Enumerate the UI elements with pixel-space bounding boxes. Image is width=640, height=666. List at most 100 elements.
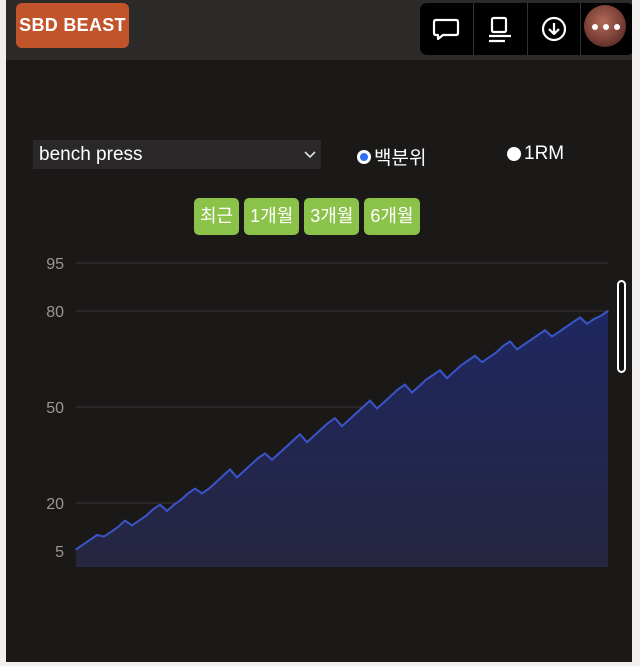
- exercise-select-value: bench press: [39, 144, 143, 165]
- data-point: [236, 476, 238, 479]
- data-point: [516, 348, 518, 351]
- data-point: [89, 539, 91, 541]
- data-point: [271, 459, 273, 461]
- top-bar: SBD BEAST: [6, 0, 632, 60]
- reader-icon: [489, 16, 512, 43]
- data-point: [138, 519, 140, 522]
- data-point: [285, 446, 287, 448]
- data-point: [404, 383, 406, 386]
- radio-1rm-label: 1RM: [524, 143, 565, 164]
- data-point: [397, 388, 399, 391]
- data-point: [432, 374, 434, 376]
- y-tick-label: 95: [46, 256, 64, 273]
- more-icon: [586, 12, 626, 42]
- data-point: [152, 508, 154, 511]
- chat-bubble-icon: [433, 18, 460, 41]
- data-point: [187, 492, 189, 495]
- data-point: [194, 487, 196, 490]
- data-point: [292, 439, 294, 442]
- data-point: [320, 428, 322, 431]
- percentile-chart: 95 80 50 20 5: [46, 256, 609, 567]
- app-frame: SBD BEAST: [6, 0, 632, 662]
- data-point: [278, 452, 280, 455]
- y-tick-label: 50: [46, 400, 64, 417]
- range-recent-button[interactable]: 최근: [194, 198, 240, 235]
- series-area: [76, 311, 608, 567]
- data-point: [110, 531, 112, 533]
- data-point: [145, 515, 147, 517]
- y-tick-label: 80: [46, 304, 64, 321]
- data-point: [355, 412, 357, 415]
- radio-1rm-indicator[interactable]: [507, 147, 521, 161]
- data-point: [376, 407, 378, 410]
- data-point: [341, 425, 343, 427]
- data-point: [369, 399, 371, 402]
- radio-1rm[interactable]: 1RM: [507, 143, 564, 165]
- data-point: [453, 371, 455, 373]
- data-point: [411, 391, 413, 394]
- data-point: [425, 379, 427, 381]
- data-point: [75, 548, 77, 551]
- data-point: [250, 463, 252, 466]
- download-icon: [541, 16, 566, 42]
- data-point: [481, 361, 483, 363]
- data-point: [488, 356, 490, 359]
- data-point: [264, 452, 266, 455]
- data-point: [166, 510, 168, 512]
- chevron-down-icon: [304, 151, 316, 159]
- data-point: [313, 435, 315, 437]
- radio-percentile-indicator[interactable]: [357, 149, 371, 164]
- data-point: [243, 470, 245, 472]
- radio-percentile[interactable]: 백분위: [357, 143, 426, 170]
- chat-button[interactable]: [420, 3, 474, 55]
- data-point: [530, 339, 532, 341]
- range-button-group: 최근 1개월 3개월 6개월: [194, 198, 420, 235]
- data-point: [257, 457, 259, 459]
- data-point: [474, 355, 476, 357]
- data-point: [600, 315, 602, 317]
- radio-percentile-label: 백분위: [374, 148, 427, 169]
- data-point: [103, 535, 105, 538]
- scrollbar[interactable]: [617, 280, 626, 373]
- data-point: [586, 323, 588, 325]
- data-point: [558, 331, 560, 333]
- data-point: [502, 345, 504, 347]
- data-point: [439, 369, 441, 371]
- data-point: [299, 433, 301, 435]
- app-logo[interactable]: SBD BEAST: [16, 3, 129, 48]
- data-point: [607, 310, 609, 312]
- data-point: [215, 481, 217, 483]
- data-point: [173, 503, 175, 506]
- data-point: [565, 326, 567, 328]
- y-tick-label: 20: [46, 496, 64, 513]
- data-point: [572, 321, 574, 323]
- data-point: [544, 329, 546, 331]
- data-point: [390, 395, 392, 397]
- data-point: [467, 359, 469, 362]
- data-point: [334, 417, 336, 419]
- range-6-month-button[interactable]: 6개월: [364, 198, 420, 235]
- data-point: [159, 503, 161, 506]
- reader-button[interactable]: [474, 3, 528, 55]
- data-point: [348, 419, 350, 421]
- exercise-select[interactable]: bench press: [33, 140, 321, 169]
- data-point: [180, 499, 182, 501]
- data-point: [460, 364, 462, 367]
- data-point: [82, 543, 84, 546]
- download-button[interactable]: [528, 3, 582, 55]
- data-point: [96, 534, 98, 536]
- range-1-month-button[interactable]: 1개월: [244, 198, 300, 235]
- data-point: [201, 492, 203, 495]
- data-point: [593, 318, 595, 320]
- data-point: [131, 524, 133, 527]
- data-point: [383, 401, 385, 403]
- data-point: [509, 340, 511, 343]
- data-point: [362, 406, 364, 408]
- data-point: [229, 468, 231, 471]
- data-point: [418, 385, 420, 387]
- range-3-month-button[interactable]: 3개월: [304, 198, 360, 235]
- data-point: [117, 526, 119, 528]
- data-point: [446, 377, 448, 379]
- data-point: [222, 475, 224, 477]
- data-point: [124, 519, 126, 522]
